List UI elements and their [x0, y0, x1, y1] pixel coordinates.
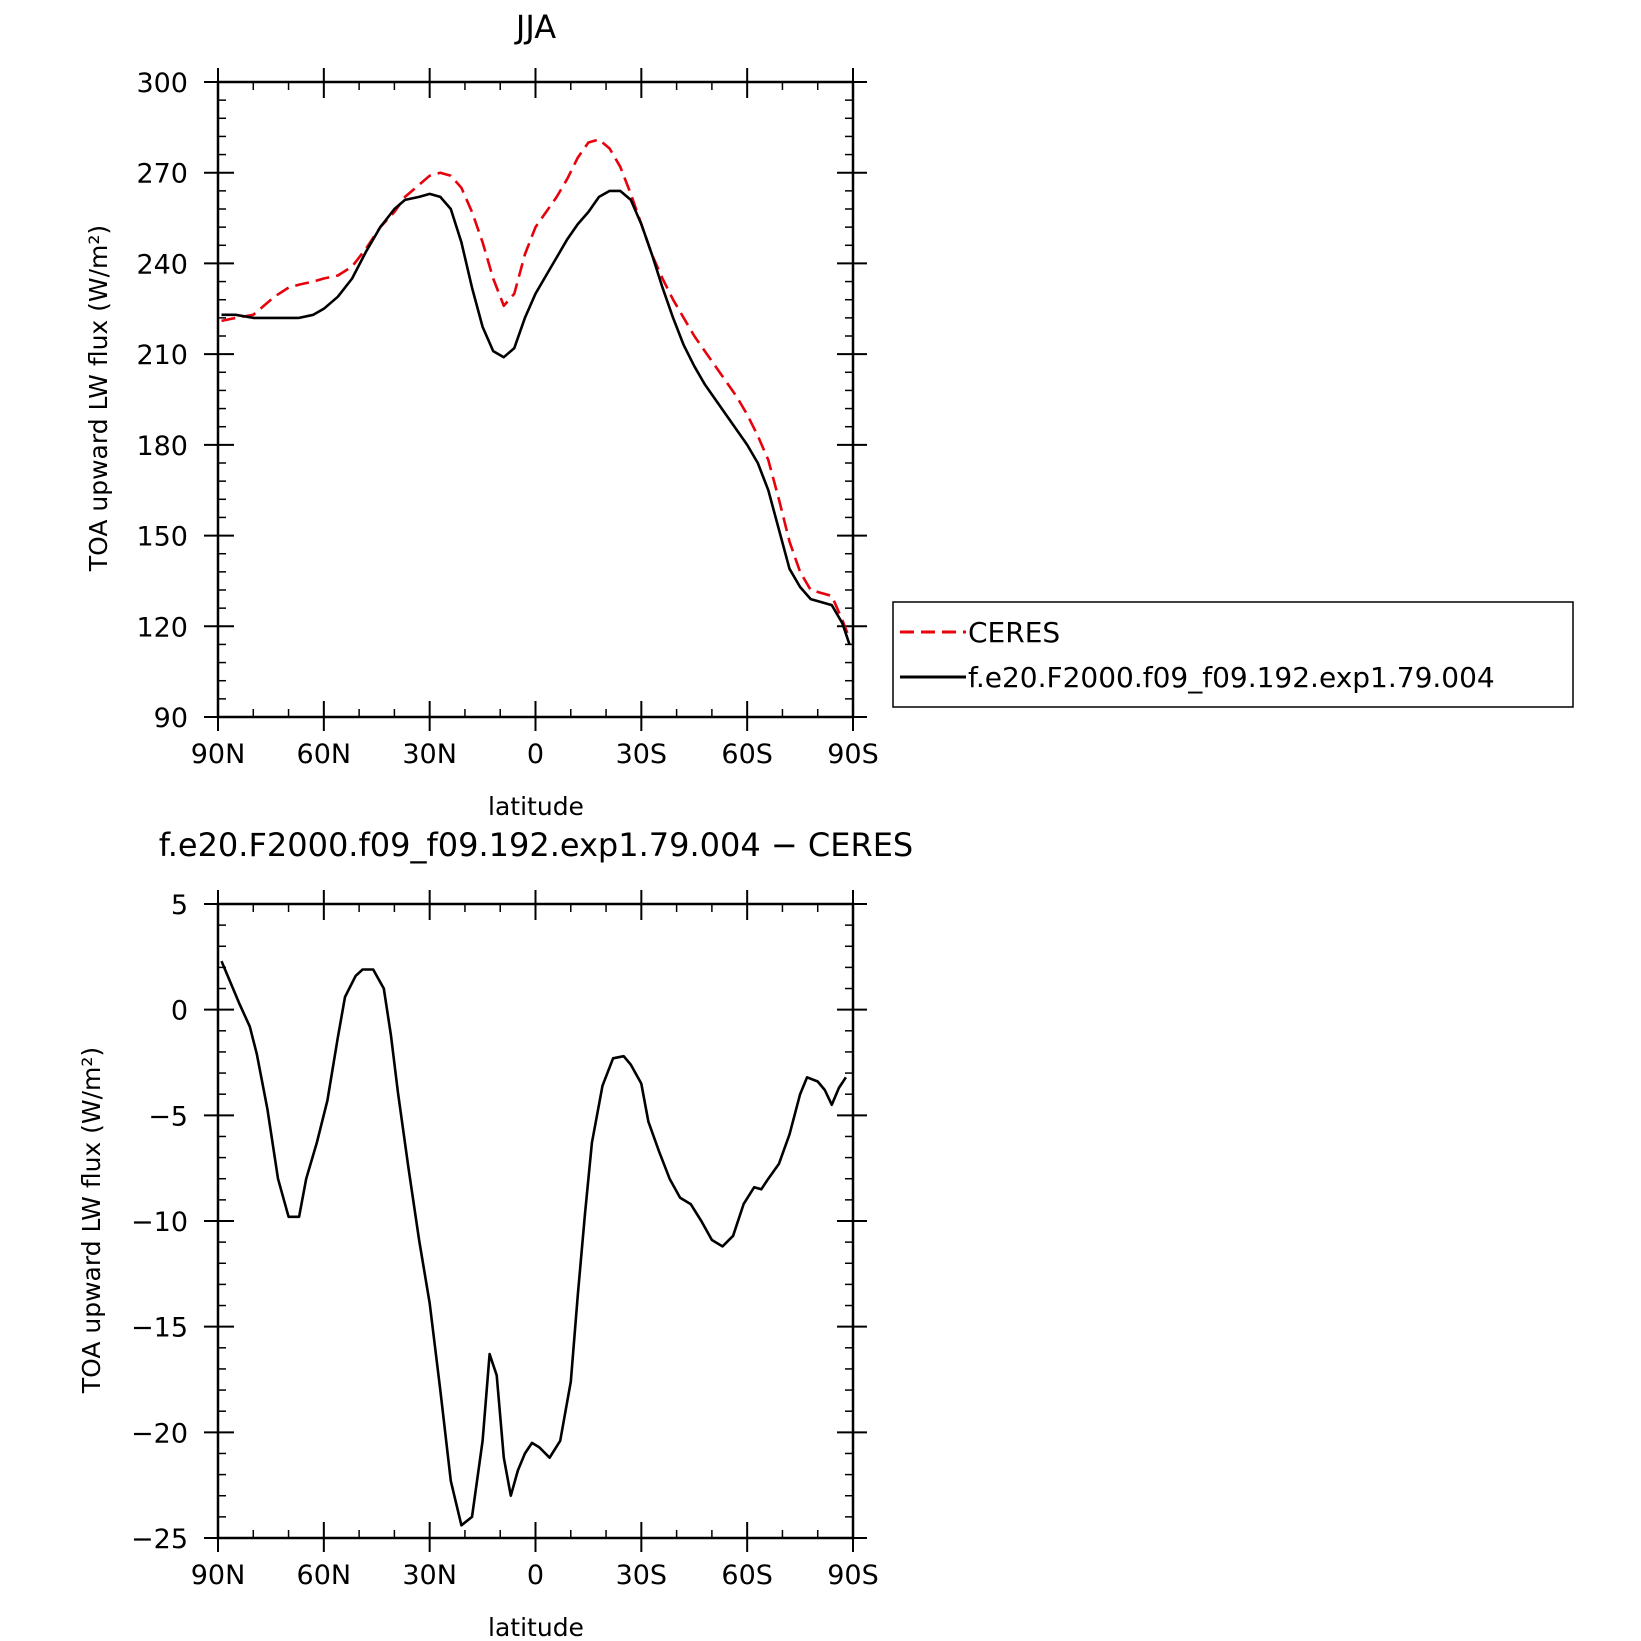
x-tick-label: 0: [527, 1560, 544, 1591]
x-tick-label: 30S: [616, 1560, 668, 1591]
plot-frame: [216, 902, 855, 1540]
series-line-1-0: [220, 960, 847, 1527]
bottom-plot-area: 90N 60N 30N 0 30S 60S 90S −25 −20 −15 −10 −5 0 5: [131, 890, 879, 1591]
y-tick-label: 300: [136, 68, 188, 99]
y-tick-label: 0: [171, 996, 188, 1027]
y-tick-label: 270: [136, 159, 188, 190]
y-tick-label: 150: [136, 522, 188, 553]
y-tick-label: −15: [131, 1313, 188, 1344]
x-tick-label: 90S: [827, 1560, 879, 1591]
y-tick-label: 240: [136, 249, 188, 280]
x-tick-label: 90N: [191, 739, 246, 770]
bottom-panel: f.e20.F2000.f09_f09.192.exp1.79.004 − CE…: [77, 826, 913, 1641]
legend-box: [892, 601, 1574, 708]
bottom-panel-title: f.e20.F2000.f09_f09.192.exp1.79.004 − CE…: [159, 826, 913, 864]
top-y-axis-label: TOA upward LW flux (W/m²): [84, 225, 113, 572]
series-line-0-1: [221, 189, 851, 645]
y-tick-label: 90: [154, 703, 188, 734]
y-tick-label: 210: [136, 340, 188, 371]
y-tick-label: −20: [131, 1418, 188, 1449]
x-tick-label: 60S: [721, 739, 773, 770]
y-tick-label: −25: [131, 1524, 188, 1555]
x-tick-label: 60S: [721, 1560, 773, 1591]
y-tick-label: 120: [136, 612, 188, 643]
y-tick-label: −5: [148, 1101, 188, 1132]
y-tick-label: 5: [171, 890, 188, 921]
bottom-x-axis-label: latitude: [488, 1613, 584, 1641]
legend: CERES f.e20.F2000.f09_f09.192.exp1.79.00…: [892, 601, 1574, 708]
x-tick-label: 60N: [297, 739, 352, 770]
bottom-y-axis-label: TOA upward LW flux (W/m²): [77, 1047, 106, 1394]
top-x-axis-label: latitude: [488, 792, 584, 821]
top-plot-area: 90N 60N 30N 0 30S 60S 90S 90 120 150 180 210 240 270 3…: [136, 68, 879, 770]
series-line-0-0: [221, 138, 851, 639]
y-tick-label: −10: [131, 1207, 188, 1238]
x-tick-label: 30N: [402, 739, 457, 770]
plot-frame: [216, 80, 855, 719]
x-tick-label: 60N: [297, 1560, 352, 1591]
legend-label-ceres: CERES: [968, 616, 1060, 649]
x-tick-label: 90N: [191, 1560, 246, 1591]
x-tick-label: 30N: [402, 1560, 457, 1591]
x-tick-label: 0: [527, 739, 544, 770]
legend-label-model: f.e20.F2000.f09_f09.192.exp1.79.004: [968, 661, 1495, 694]
x-tick-label: 30S: [616, 739, 668, 770]
y-tick-label: 180: [136, 431, 188, 462]
x-tick-label: 90S: [827, 739, 879, 770]
top-panel: JJA 90N 60N 30N 0 30S 60S 90S 90 120 150 180 210 240…: [84, 8, 879, 821]
top-panel-title: JJA: [514, 8, 556, 46]
